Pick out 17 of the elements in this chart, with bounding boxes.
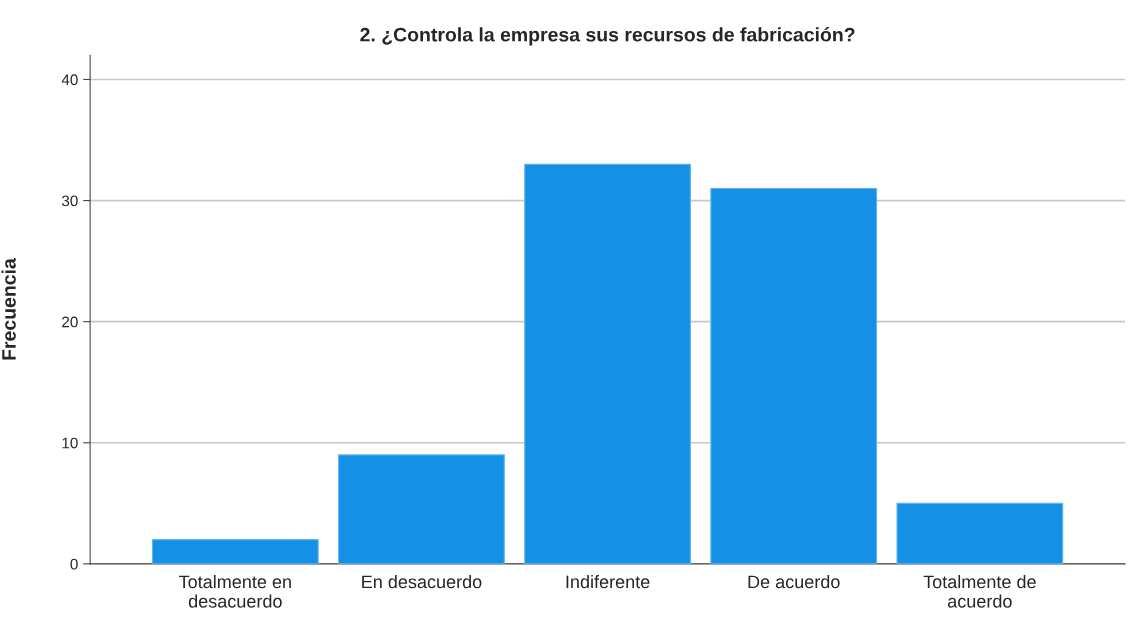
chart-title: 2. ¿Controla la empresa sus recursos de fabricación? — [360, 27, 855, 46]
bar — [896, 502, 1064, 564]
bar — [338, 454, 505, 564]
y-tick-label: 0 — [70, 558, 78, 570]
x-tick-label: De acuerdo — [748, 574, 840, 589]
x-tick-label: Totalmente en desacuerdo — [179, 574, 291, 608]
y-tick-label: 30 — [61, 195, 78, 207]
bar — [151, 539, 319, 564]
y-tick-label: 10 — [62, 437, 78, 449]
y-axis-title: Frecuencia — [1, 258, 16, 360]
x-tick-label: Totalmente de acuerdo — [923, 574, 1036, 608]
x-tick-label: En desacuerdo — [362, 574, 482, 589]
bar — [710, 187, 878, 564]
y-tick-label: 20 — [62, 316, 78, 328]
bar — [524, 163, 691, 564]
x-tick-label: Indiferente — [566, 574, 650, 589]
y-tick-label: 40 — [61, 74, 78, 86]
